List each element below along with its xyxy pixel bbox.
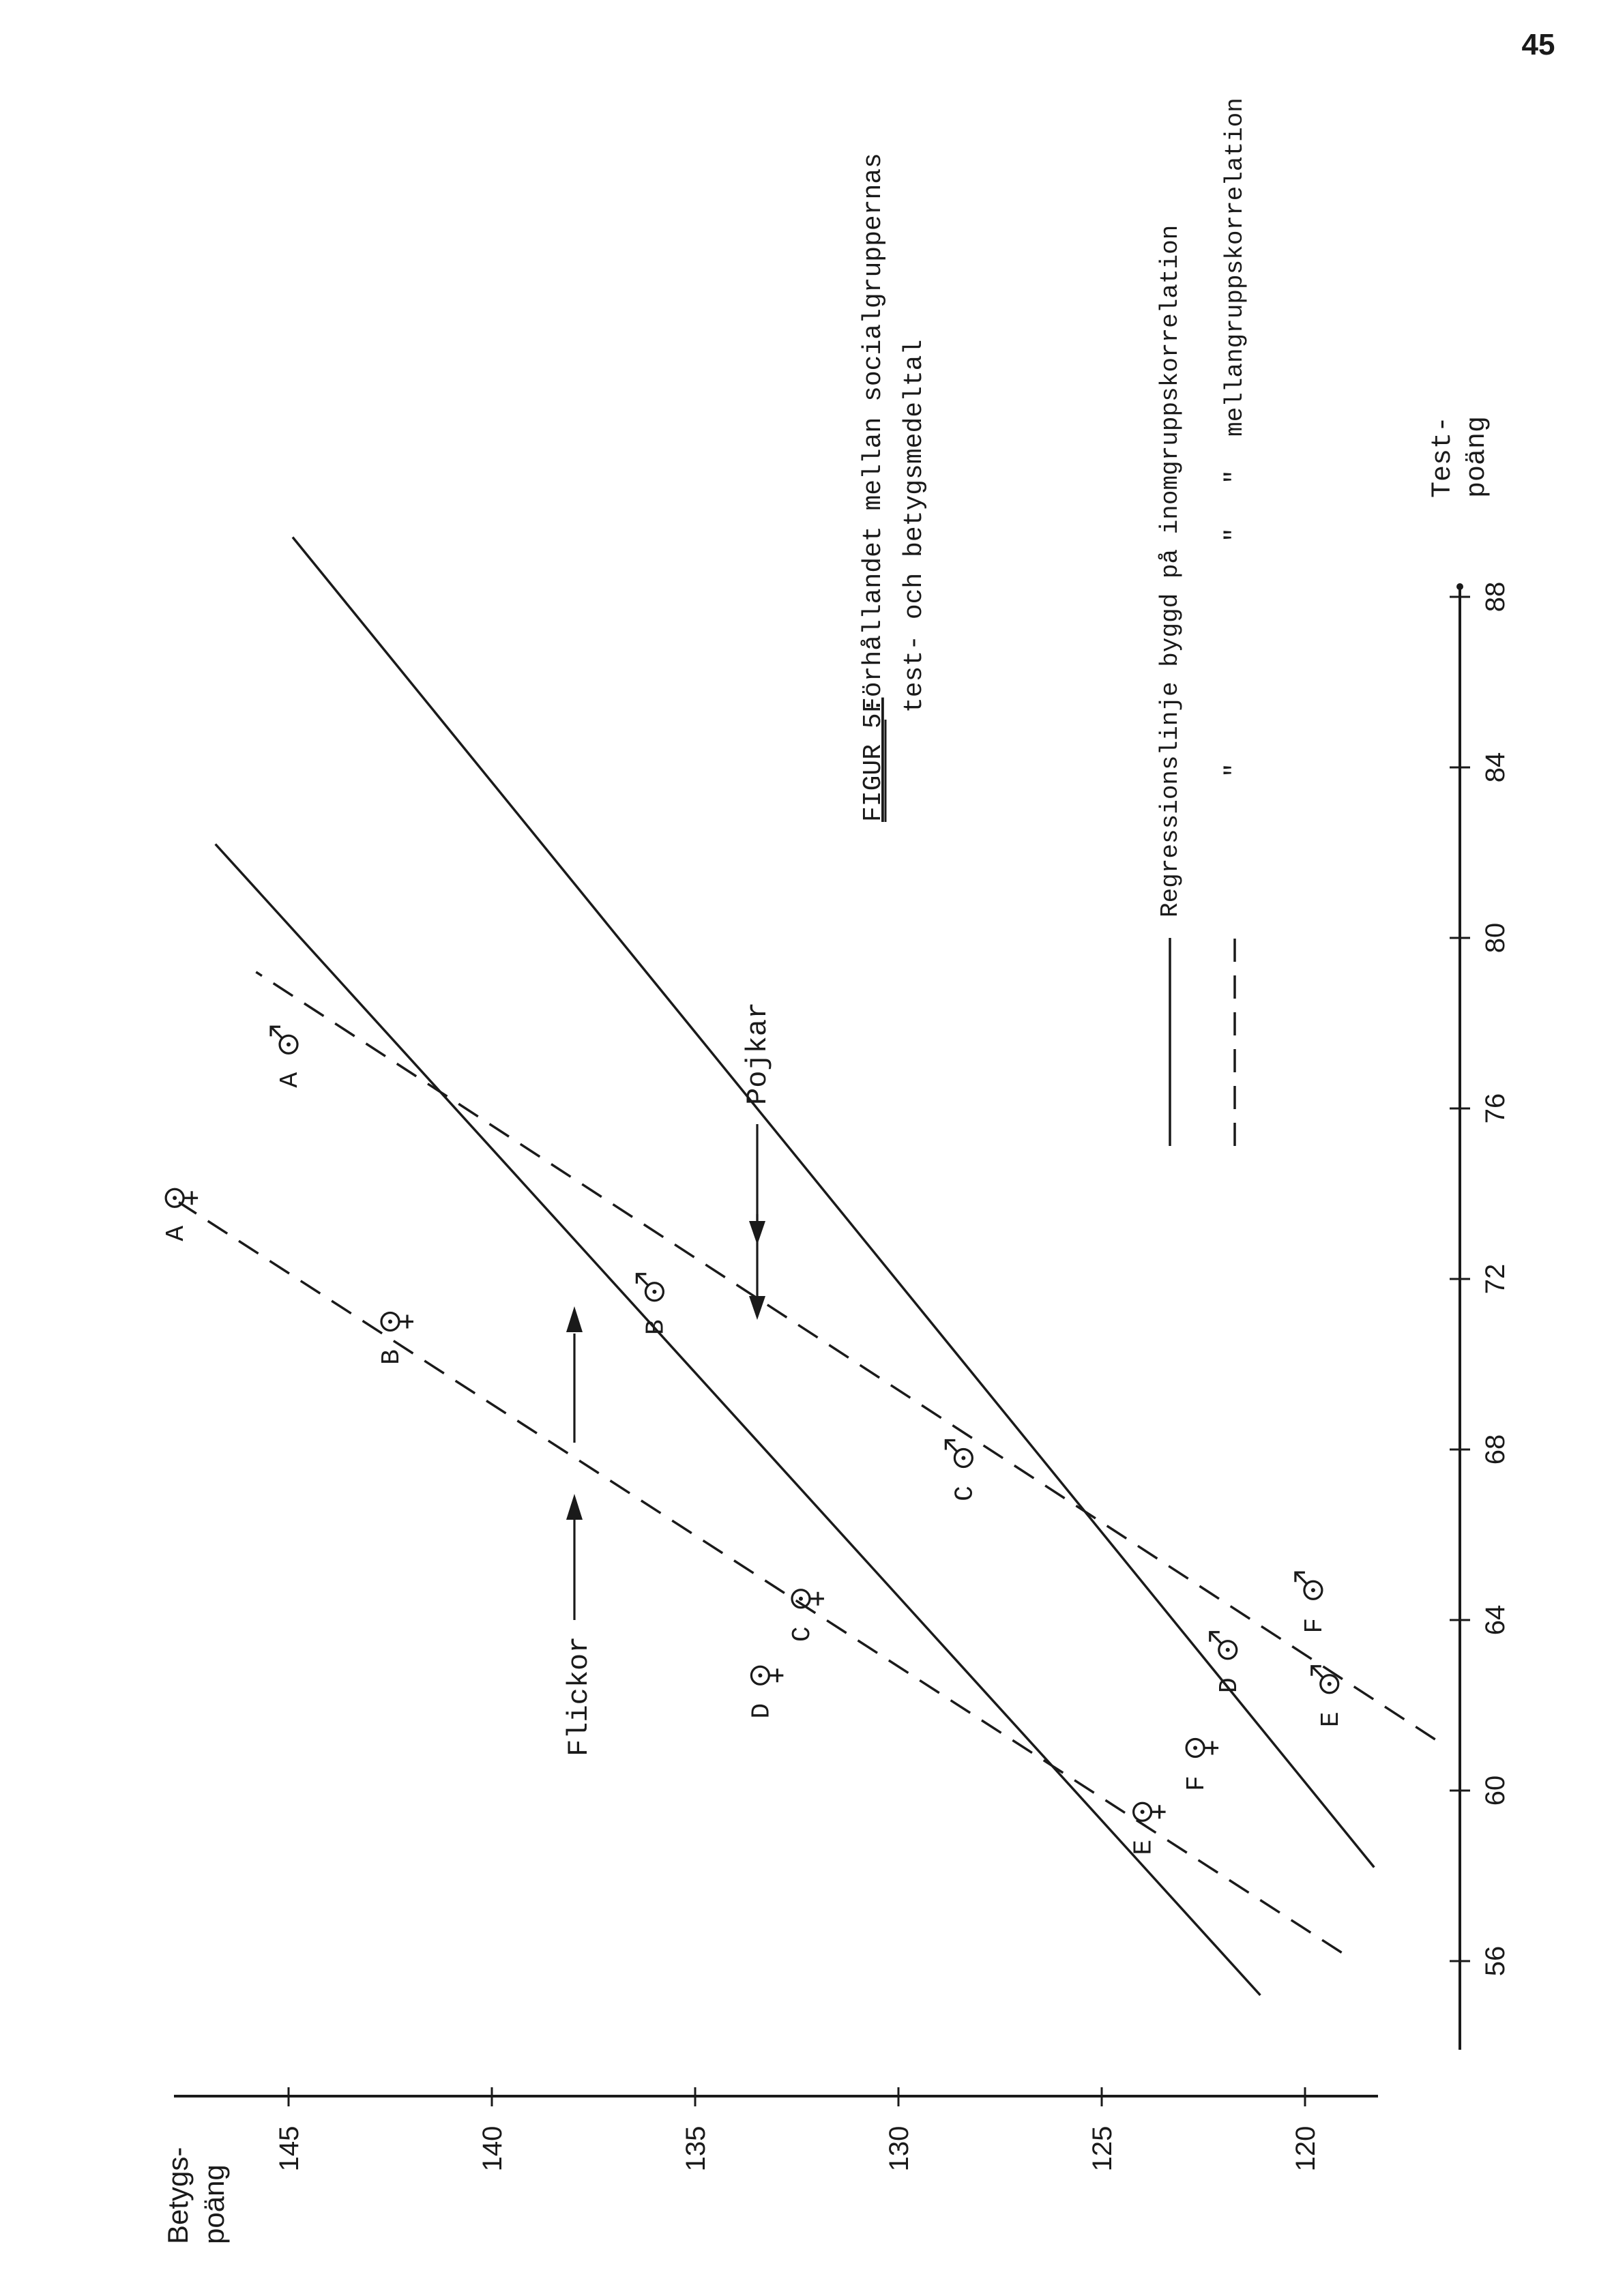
y-tick-label-145: 145: [274, 2126, 304, 2172]
x-axis-label-line1: Test-: [1428, 416, 1459, 498]
x-axis: 56 60 64 68 72 76 80 84 88 Test- poäng: [1428, 416, 1510, 2050]
legend-ditto-2: ": [1221, 527, 1249, 542]
flickor-arrowhead-1: [566, 1494, 583, 1520]
point-female-D: D: [747, 1665, 784, 1719]
point-label-male-A: A: [276, 1072, 305, 1088]
flickor-arrowhead-2: [566, 1306, 583, 1332]
x-tick-label-88: 88: [1480, 582, 1510, 613]
pojkar-arrowhead-2: [749, 1296, 765, 1320]
y-axis-label-line1: Betygs-: [162, 2147, 194, 2244]
point-label-male-B: B: [641, 1319, 671, 1335]
regression-line-solid-2: [291, 536, 1375, 1868]
regression-lines: [178, 536, 1436, 1997]
data-points: A B C D E F A B C D E F: [162, 1025, 1346, 1855]
point-female-A: A: [162, 1188, 199, 1241]
x-tick-label-68: 68: [1480, 1434, 1510, 1465]
point-female-B: B: [377, 1311, 413, 1365]
annotation-flickor: Flickor: [563, 1306, 596, 1756]
point-female-C: C: [788, 1589, 824, 1642]
point-male-B: B: [635, 1273, 671, 1335]
point-label-male-C: C: [950, 1486, 980, 1501]
x-axis-label-line2: poäng: [1462, 416, 1493, 498]
x-tick-label-56: 56: [1480, 1946, 1510, 1977]
y-axis-label-line2: poäng: [198, 2164, 230, 2244]
legend-ditto-1: ": [1221, 763, 1249, 778]
point-label-female-F: F: [1182, 1776, 1212, 1791]
y-tick-label-130: 130: [884, 2126, 914, 2172]
point-label-male-F: F: [1300, 1618, 1330, 1634]
regression-line-solid-1: [214, 843, 1261, 1997]
y-tick-label-125: 125: [1087, 2126, 1117, 2172]
x-tick-label-76: 76: [1480, 1093, 1510, 1124]
point-label-female-E: E: [1130, 1840, 1159, 1855]
y-axis: 120 125 130 135 140 145 Betygs- poäng: [162, 2087, 1378, 2244]
x-tick-label-64: 64: [1480, 1605, 1510, 1636]
point-label-female-C: C: [788, 1626, 817, 1642]
y-axis-ticks: 120 125 130 135 140 145: [274, 2087, 1321, 2171]
x-tick-label-80: 80: [1480, 923, 1510, 954]
legend-between-label: mellangruppskorrelation: [1221, 98, 1249, 437]
regression-line-dashed-4: [255, 971, 1436, 1741]
point-male-A: A: [269, 1025, 305, 1088]
point-male-E: E: [1310, 1665, 1346, 1727]
point-label-female-D: D: [747, 1703, 776, 1719]
point-female-E: E: [1130, 1801, 1166, 1855]
point-label-female-B: B: [377, 1349, 407, 1365]
y-tick-label-135: 135: [681, 2126, 711, 2172]
point-label-male-E: E: [1317, 1711, 1346, 1727]
point-male-C: C: [944, 1439, 980, 1501]
page-number: 45: [1522, 28, 1555, 61]
title-line-1: Förhållandet mellan socialgruppernas: [859, 153, 888, 713]
x-tick-label-84: 84: [1480, 752, 1510, 783]
legend-ditto-3: ": [1221, 469, 1249, 484]
x-axis-end-dot: [1456, 583, 1463, 590]
annotation-pojkar: Pojkar: [742, 1002, 774, 1320]
x-tick-label-72: 72: [1480, 1264, 1510, 1295]
y-tick-label-140: 140: [478, 2126, 508, 2172]
regression-line-dashed-3: [178, 1201, 1343, 1954]
x-tick-label-60: 60: [1480, 1776, 1510, 1806]
point-female-F: F: [1182, 1737, 1219, 1791]
title-line-2: test- och betygsmedeltal: [900, 340, 929, 713]
legend-solid-label: Regressionslinje byggd på inomgruppskorr…: [1156, 225, 1184, 917]
point-label-male-D: D: [1215, 1677, 1244, 1693]
figure-label: FIGUR 5:: [859, 698, 888, 822]
x-axis-ticks: 56 60 64 68 72 76 80 84 88: [1450, 582, 1510, 1977]
y-tick-label-120: 120: [1291, 2126, 1321, 2172]
point-male-D: D: [1209, 1631, 1244, 1693]
legend: Regressionslinje byggd på inomgruppskorr…: [1156, 98, 1249, 1146]
point-male-F: F: [1294, 1571, 1330, 1634]
annotation-flickor-label: Flickor: [563, 1636, 596, 1756]
point-label-female-A: A: [162, 1226, 191, 1241]
annotation-pojkar-label: Pojkar: [742, 1002, 774, 1105]
figure-title: FIGUR 5: Förhållandet mellan socialgrupp…: [859, 153, 929, 822]
